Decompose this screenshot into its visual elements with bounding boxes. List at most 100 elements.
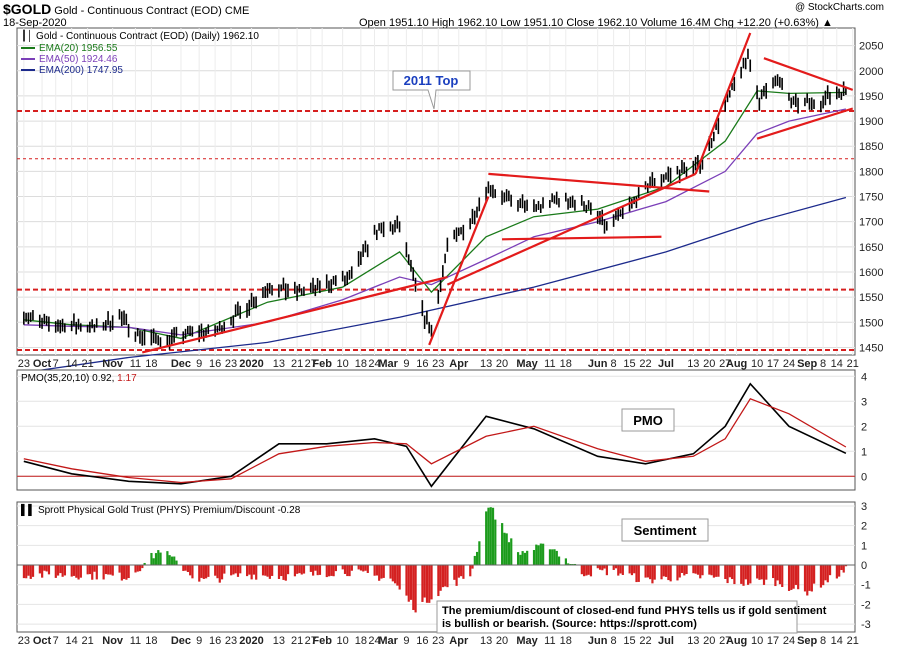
pmo-line xyxy=(23,382,847,488)
sentiment-bar xyxy=(605,565,608,576)
sentiment-bar xyxy=(603,565,606,569)
legend-entry: EMA(200) 1747.95 xyxy=(39,65,123,76)
sentiment-bar xyxy=(378,565,381,581)
sentiment-bar xyxy=(728,565,731,578)
sentiment-bar xyxy=(300,565,303,575)
sentiment-bar xyxy=(778,565,782,585)
sentiment-bar xyxy=(230,565,233,576)
x-tick-label: 10 xyxy=(337,358,349,370)
x-tick-label: 17 xyxy=(767,358,779,370)
sentiment-bar xyxy=(840,565,843,571)
sentiment-bar xyxy=(216,565,219,579)
y-tick-label: 2050 xyxy=(859,41,883,53)
sentiment-bar xyxy=(649,565,652,580)
trendline xyxy=(763,57,854,91)
sentiment-bar xyxy=(394,565,397,584)
x-tick-label: 16 xyxy=(209,358,221,370)
x-tick-label: 24 xyxy=(783,635,795,647)
x-tick-label: 16 xyxy=(209,635,221,647)
y-tick-label: 1750 xyxy=(859,192,883,204)
sentiment-bar xyxy=(364,565,367,571)
x-tick-label: 18 xyxy=(145,635,157,647)
y-tick-label: 3 xyxy=(861,396,867,408)
sentiment-bar xyxy=(553,549,556,566)
sentiment-bar xyxy=(715,565,718,577)
sentiment-bar xyxy=(405,565,408,596)
sentiment-bar xyxy=(760,565,763,580)
sentiment-bar xyxy=(781,565,784,587)
sentiment-bar xyxy=(819,565,823,588)
instrument-name: Gold - Continuous Contract (EOD) xyxy=(54,5,222,17)
sentiment-bar xyxy=(398,565,401,590)
sentiment-bar xyxy=(646,565,649,578)
sentiment-bar xyxy=(248,565,251,575)
chart-date: 18-Sep-2020 xyxy=(3,17,67,29)
sentiment-bar xyxy=(389,565,392,579)
legend-entry: EMA(20) 1956.55 xyxy=(39,43,118,54)
sentiment-bar xyxy=(664,565,668,577)
x-tick-label: Oct xyxy=(33,358,52,370)
x-tick-label: May xyxy=(516,635,538,647)
sentiment-bar xyxy=(835,565,838,579)
x-tick-label: 15 xyxy=(623,635,635,647)
sentiment-bar xyxy=(79,565,82,578)
sentiment-bar xyxy=(539,543,542,566)
sentiment-bar xyxy=(375,565,378,576)
sentiment-bar xyxy=(669,565,672,582)
sentiment-bar xyxy=(350,565,353,571)
sentiment-bar xyxy=(694,565,697,574)
sentiment-bar xyxy=(86,565,89,575)
sentiment-bar xyxy=(644,565,647,578)
sentiment-bar xyxy=(141,565,144,569)
sentiment-bar xyxy=(316,565,319,576)
trendline xyxy=(488,172,710,193)
sentiment-bar xyxy=(175,560,178,566)
x-tick-label: 2020 xyxy=(239,635,263,647)
sentiment-callout-box xyxy=(621,518,709,542)
sentiment-bar xyxy=(471,565,474,569)
sentiment-bar xyxy=(696,565,700,575)
pmo-panel-title: PMO(35,20,10) 0.92, 1.17 xyxy=(21,373,137,384)
sentiment-bar xyxy=(794,565,797,585)
sentiment-bar xyxy=(334,565,338,572)
x-tick-label: 21 xyxy=(81,358,93,370)
note-box xyxy=(436,600,798,634)
x-tick-label: Dec xyxy=(171,635,191,647)
sentiment-bar xyxy=(191,565,194,579)
pmo-frame xyxy=(16,369,856,491)
sentiment-bar xyxy=(286,565,290,575)
y-tick-label: 1650 xyxy=(859,242,883,254)
x-tick-label: 9 xyxy=(403,358,409,370)
sentiment-bar xyxy=(746,565,750,585)
sentiment-bar xyxy=(437,565,440,597)
x-tick-label: 20 xyxy=(496,358,508,370)
x-tick-label: 18 xyxy=(560,635,572,647)
x-tick-label: 18 xyxy=(145,358,157,370)
sentiment-bar xyxy=(104,565,108,575)
callout-box xyxy=(392,70,471,110)
sentiment-bar xyxy=(569,563,572,566)
sentiment-bar xyxy=(234,565,237,574)
x-tick-label: 23 xyxy=(432,635,444,647)
sentiment-bar xyxy=(742,565,745,586)
sentiment-bar xyxy=(111,565,114,576)
sentiment-bar xyxy=(284,565,287,581)
x-tick-label: 7 xyxy=(53,635,59,647)
sentiment-bar xyxy=(475,551,479,566)
sentiment-bar xyxy=(293,565,297,577)
sentiment-bar xyxy=(312,565,315,576)
sentiment-bar xyxy=(526,550,529,566)
x-tick-label: Nov xyxy=(102,358,124,370)
sentiment-bar xyxy=(744,565,747,580)
symbol: $GOLD xyxy=(3,1,52,17)
sentiment-bar xyxy=(628,565,631,574)
y-tick-label: 0 xyxy=(861,560,867,572)
sentiment-bar xyxy=(118,565,121,573)
sentiment-bar xyxy=(699,565,702,579)
sentiment-bar xyxy=(651,565,654,584)
sentiment-bar xyxy=(692,565,695,574)
sentiment-bar xyxy=(150,552,153,566)
x-tick-label: Apr xyxy=(449,635,469,647)
sentiment-bar xyxy=(662,565,665,577)
